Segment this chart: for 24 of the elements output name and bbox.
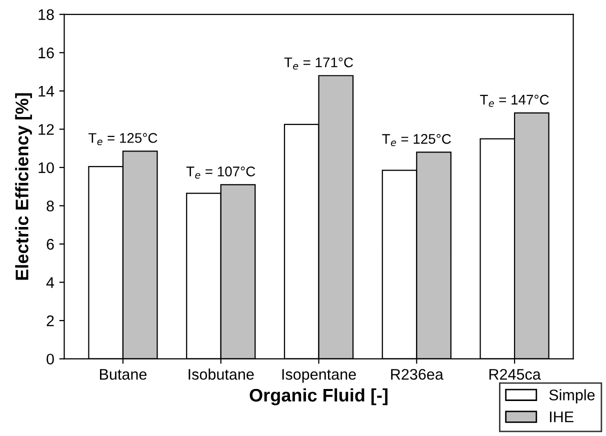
- x-tick-label: R236ea: [391, 368, 444, 380]
- y-tick-label: 8: [46, 200, 54, 212]
- annotation: T$_{e}$ = 107°C: [186, 166, 256, 179]
- annotation: T$_{e}$ = 171°C: [284, 57, 353, 70]
- x-tick-label: Butane: [100, 369, 147, 380]
- y-tick-label: 10: [38, 162, 54, 174]
- y-tick-label: 0: [46, 354, 54, 365]
- x-tick-label: Isobutane: [188, 368, 254, 380]
- y-tick-label: 14: [38, 86, 54, 96]
- y-tick-label: 12: [38, 124, 54, 135]
- y-tick-label: 16: [38, 48, 54, 58]
- x-tick-label: Isopentane: [282, 369, 356, 383]
- x-axis-title: Organic Fluid [-]: [250, 388, 388, 406]
- y-tick-label: 2: [46, 315, 54, 326]
- y-tick-label: 4: [46, 277, 54, 288]
- legend-label: IHE: [550, 412, 574, 422]
- legend-label: Simple: [549, 389, 595, 404]
- y-tick-label: 6: [46, 238, 54, 250]
- annotation: T$_{e}$ = 147°C: [480, 94, 549, 107]
- x-tick-label: R245ca: [489, 368, 541, 380]
- annotation: T$_{e}$ = 125°C: [88, 133, 158, 146]
- y-tick-label: 18: [38, 9, 54, 20]
- annotation: T$_{e}$ = 125°C: [382, 134, 451, 146]
- y-axis-title: Electric Efficiency [%]: [15, 93, 32, 280]
